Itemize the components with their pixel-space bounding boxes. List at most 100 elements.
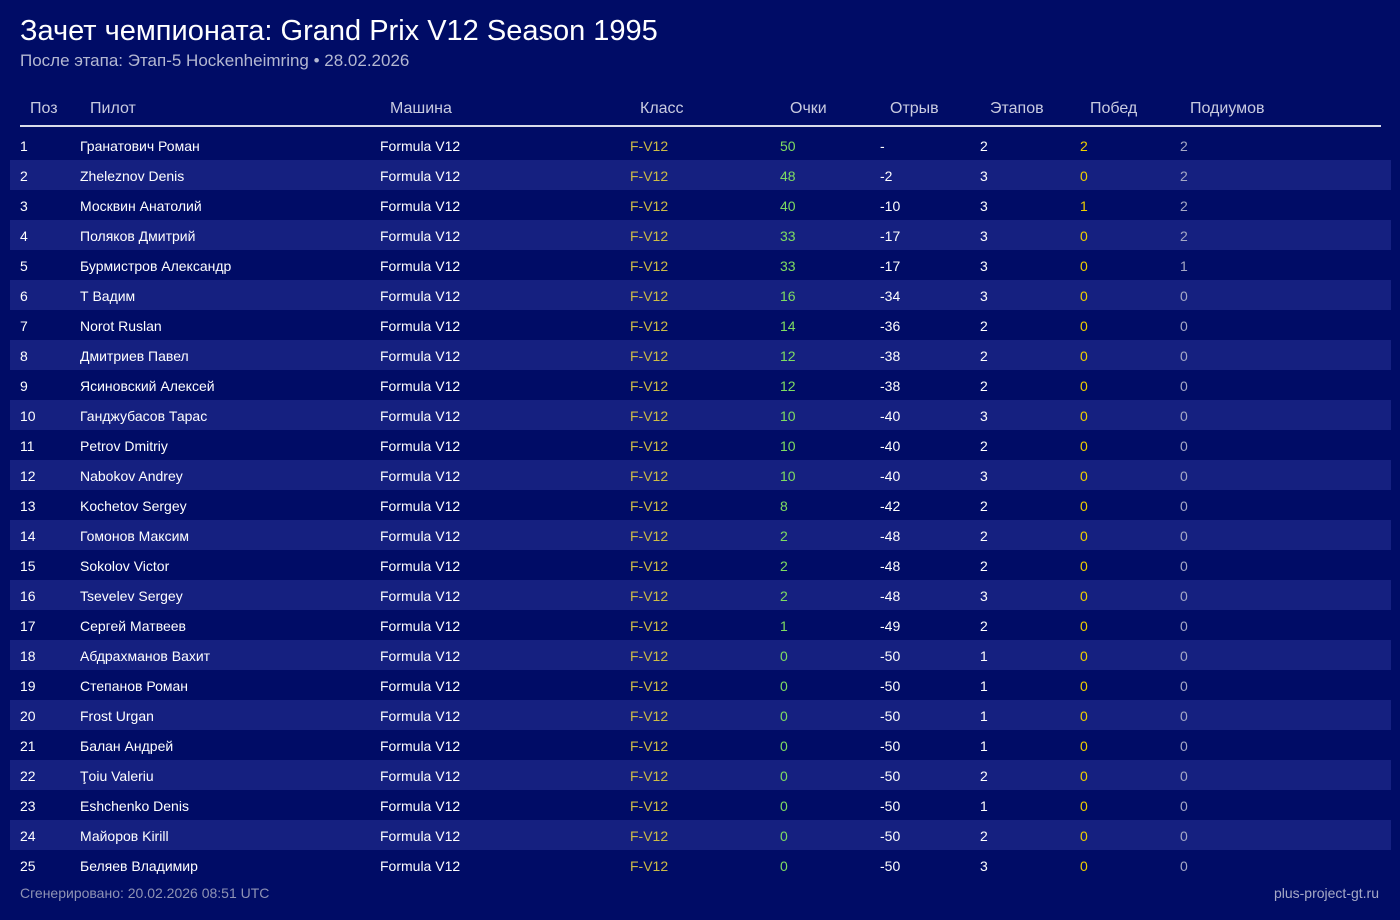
cell-wins: 0 [1080, 498, 1088, 514]
cell-podiums: 0 [1180, 288, 1188, 304]
table-row: 1 Гранатович Роман Formula V12 F-V12 50 - 2 2 2 [10, 130, 1391, 160]
cell-points: 10 [780, 468, 796, 484]
cell-car: Formula V12 [380, 288, 461, 304]
cell-wins: 0 [1080, 678, 1088, 694]
cell-races: 2 [980, 348, 988, 364]
cell-wins: 0 [1080, 168, 1088, 184]
header-races: Этапов [990, 100, 1044, 117]
cell-points: 50 [780, 138, 796, 154]
cell-car: Formula V12 [380, 708, 461, 724]
cell-pos: 6 [20, 288, 28, 304]
cell-podiums: 0 [1180, 468, 1188, 484]
cell-pilot: Степанов Роман [80, 678, 189, 694]
cell-points: 2 [780, 528, 788, 544]
cell-races: 2 [980, 378, 988, 394]
cell-car: Formula V12 [380, 258, 461, 274]
cell-gap: -10 [880, 198, 901, 214]
table-row: 21 Балан Андрей Formula V12 F-V12 0 -50 1 0 0 [10, 730, 1391, 760]
cell-points: 0 [780, 648, 788, 664]
table-header: Поз Пилот Машина Класс Очки Отрыв Этапов… [20, 95, 1381, 127]
cell-podiums: 0 [1180, 588, 1188, 604]
cell-pilot: Бурмистров Александр [80, 258, 232, 274]
cell-gap: -2 [880, 168, 893, 184]
cell-wins: 0 [1080, 828, 1088, 844]
table-row: 25 Беляев Владимир Formula V12 F-V12 0 -50 3 0 0 [10, 850, 1391, 880]
cell-points: 40 [780, 198, 796, 214]
cell-car: Formula V12 [380, 198, 461, 214]
cell-wins: 0 [1080, 438, 1088, 454]
site-link[interactable]: plus-project-gt.ru [1273, 885, 1379, 901]
cell-wins: 0 [1080, 318, 1088, 334]
cell-podiums: 0 [1180, 768, 1188, 784]
cell-gap: -36 [880, 318, 901, 334]
table-row: 17 Сергей Матвеев Formula V12 F-V12 1 -49 2 0 0 [10, 610, 1391, 640]
cell-pilot: Гомонов Максим [80, 528, 190, 544]
cell-podiums: 0 [1180, 798, 1188, 814]
cell-pilot: Petrov Dmitriy [80, 438, 168, 454]
cell-races: 2 [980, 768, 988, 784]
cell-car: Formula V12 [380, 618, 461, 634]
standings-table: Поз Пилот Машина Класс Очки Отрыв Этапов… [10, 95, 1391, 880]
cell-podiums: 0 [1180, 828, 1188, 844]
cell-wins: 0 [1080, 348, 1088, 364]
cell-races: 3 [980, 168, 988, 184]
table-row: 4 Поляков Дмитрий Formula V12 F-V12 33 -17 3 0 2 [10, 220, 1391, 250]
cell-podiums: 1 [1180, 258, 1188, 274]
cell-car: Formula V12 [380, 558, 461, 574]
cell-points: 1 [780, 618, 788, 634]
cell-class: F-V12 [630, 558, 669, 574]
cell-pos: 7 [20, 318, 28, 334]
cell-points: 0 [780, 738, 788, 754]
table-row: 3 Москвин Анатолий Formula V12 F-V12 40 -10 3 1… [10, 190, 1391, 220]
cell-points: 10 [780, 438, 796, 454]
cell-car: Formula V12 [380, 348, 461, 364]
cell-car: Formula V12 [380, 228, 461, 244]
cell-class: F-V12 [630, 198, 669, 214]
table-row: 7 Norot Ruslan Formula V12 F-V12 14 -36 2 0 0 [10, 310, 1391, 340]
cell-points: 0 [780, 708, 788, 724]
cell-pilot: Kochetov Sergey [80, 498, 187, 514]
cell-pilot: Zheleznov Denis [80, 168, 185, 184]
cell-races: 1 [980, 648, 988, 664]
cell-wins: 0 [1080, 378, 1088, 394]
cell-wins: 1 [1080, 198, 1088, 214]
table-row: 19 Степанов Роман Formula V12 F-V12 0 -50 1 0 0 [10, 670, 1391, 700]
cell-podiums: 0 [1180, 738, 1188, 754]
cell-points: 33 [780, 258, 796, 274]
cell-pilot: Абдрахманов Вахит [80, 648, 211, 664]
cell-car: Formula V12 [380, 768, 461, 784]
cell-class: F-V12 [630, 408, 669, 424]
cell-car: Formula V12 [380, 648, 461, 664]
cell-races: 3 [980, 468, 988, 484]
cell-pos: 23 [20, 798, 36, 814]
cell-pos: 21 [20, 738, 36, 754]
cell-wins: 0 [1080, 408, 1088, 424]
cell-pos: 4 [20, 228, 28, 244]
cell-gap: -50 [880, 828, 901, 844]
cell-pilot: Москвин Анатолий [80, 198, 202, 214]
table-row: 12 Nabokov Andrey Formula V12 F-V12 10 -40 3 0 0 [10, 460, 1391, 490]
cell-wins: 0 [1080, 708, 1088, 724]
cell-class: F-V12 [630, 318, 669, 334]
cell-points: 0 [780, 798, 788, 814]
cell-pos: 2 [20, 168, 28, 184]
cell-pos: 1 [20, 138, 28, 154]
cell-races: 3 [980, 198, 988, 214]
cell-points: 16 [780, 288, 796, 304]
cell-car: Formula V12 [380, 798, 461, 814]
cell-podiums: 0 [1180, 408, 1188, 424]
cell-wins: 0 [1080, 288, 1088, 304]
cell-car: Formula V12 [380, 408, 461, 424]
generated-timestamp: Сгенерировано: 20.02.2026 08:51 UTC [20, 885, 270, 901]
table-row: 9 Ясиновский Алексей Formula V12 F-V12 12 -38… [10, 370, 1391, 400]
table-row: 16 Tsevelev Sergey Formula V12 F-V12 2 -48 3 0 0 [10, 580, 1391, 610]
cell-races: 2 [980, 138, 988, 154]
cell-pos: 19 [20, 678, 36, 694]
cell-gap: -50 [880, 798, 901, 814]
cell-pos: 18 [20, 648, 36, 664]
cell-points: 8 [780, 498, 788, 514]
cell-gap: -50 [880, 858, 901, 874]
cell-wins: 0 [1080, 468, 1088, 484]
cell-podiums: 2 [1180, 198, 1188, 214]
cell-gap: -42 [880, 498, 901, 514]
